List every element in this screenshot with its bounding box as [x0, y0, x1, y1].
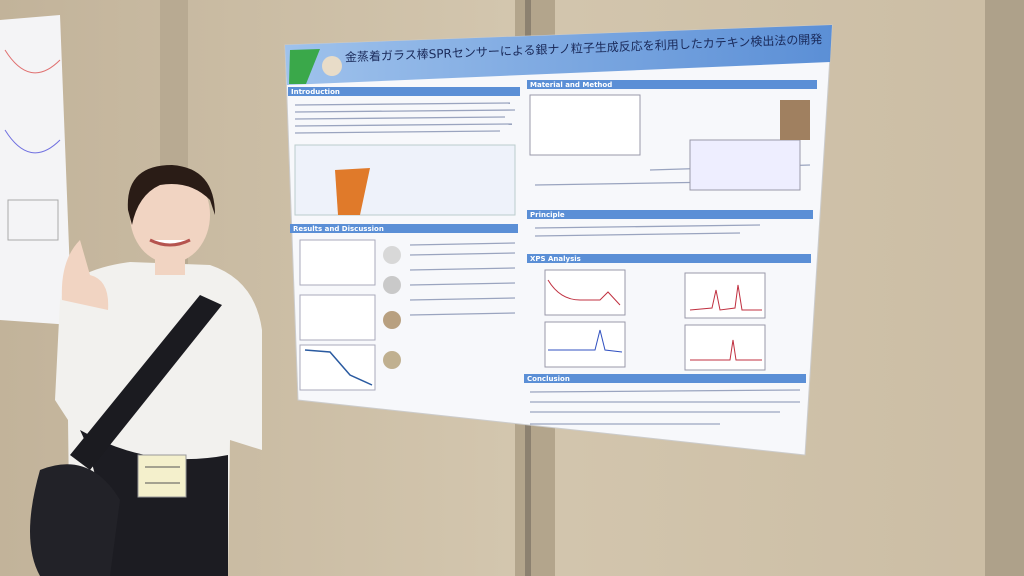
section-header: Conclusion: [527, 375, 570, 383]
section-header-bar: [524, 374, 806, 383]
section-header: XPS Analysis: [530, 255, 581, 263]
logo: [289, 49, 320, 84]
section-header-bar: [527, 210, 813, 219]
mascot: [322, 56, 342, 76]
poster-body: [294, 94, 811, 425]
section-header-bar: [288, 87, 520, 96]
section-header: Principle: [530, 211, 565, 219]
section-header-bar: [290, 224, 518, 233]
side-poster-graphs: [4, 49, 61, 241]
section-header: Results and Discussion: [293, 225, 384, 233]
section-header: Material and Method: [530, 81, 612, 89]
side-poster: [0, 15, 72, 325]
person: [30, 165, 262, 576]
sections: Introduction Material and Method Results…: [288, 80, 817, 383]
section-header-bar: [527, 80, 817, 89]
poster-header: [285, 25, 832, 85]
section-header-bar: [527, 254, 811, 263]
partition-post: [985, 0, 1024, 576]
section-header: Introduction: [291, 88, 340, 96]
